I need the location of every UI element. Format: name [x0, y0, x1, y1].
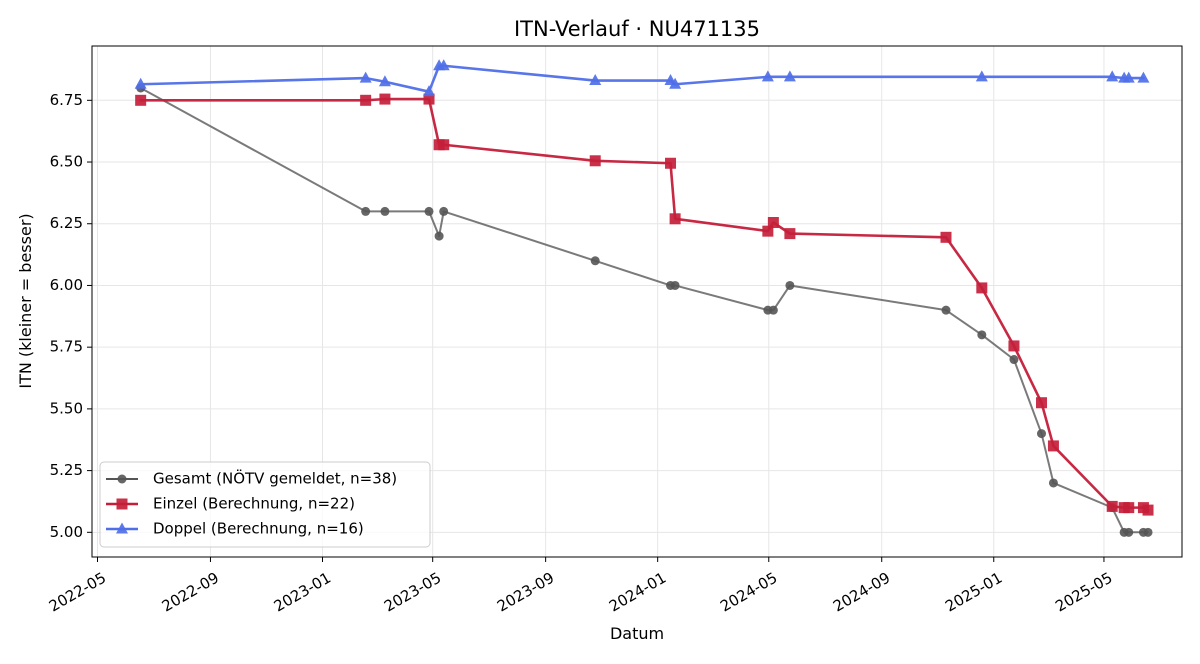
data-point	[439, 206, 449, 216]
data-point	[665, 157, 677, 169]
x-tick-label: 2024-09	[830, 569, 893, 616]
data-point	[379, 93, 391, 105]
x-tick-label: 2025-05	[1052, 569, 1115, 616]
legend-items: Gesamt (NÖTV gemeldet, n=38) Einzel (Bere…	[106, 469, 397, 538]
x-tick-label: 2023-05	[381, 569, 444, 616]
legend-swatch-marker	[117, 474, 127, 484]
series-layer	[134, 59, 1154, 537]
data-point	[768, 305, 778, 315]
data-point	[1048, 478, 1058, 488]
x-tick-label: 2022-09	[159, 569, 222, 616]
data-point	[941, 305, 951, 315]
data-point	[1037, 429, 1047, 439]
x-tick-label: 2025-01	[942, 569, 1005, 616]
data-point	[135, 94, 147, 106]
x-axis: 2022-05 2022-09 2023-01 2023-05 2023-09 2024-…	[46, 557, 1116, 616]
series-line	[139, 64, 1145, 93]
data-point	[359, 71, 372, 83]
data-point	[670, 280, 680, 290]
data-point	[1137, 71, 1150, 83]
data-point	[590, 256, 600, 266]
data-point	[589, 74, 602, 86]
y-tick-label: 5.00	[50, 523, 83, 541]
chart-title: ITN-Verlauf · NU471135	[514, 17, 760, 41]
legend-item: Gesamt (NÖTV gemeldet, n=38)	[106, 469, 397, 488]
y-axis: 5.00 5.25 5.50 5.75 6.00 6.25 6.50 6.75	[50, 91, 92, 541]
data-point	[762, 225, 774, 237]
data-point	[975, 70, 988, 82]
data-point	[767, 217, 779, 229]
legend-box	[99, 461, 431, 548]
data-point	[940, 231, 952, 243]
y-tick-label: 5.75	[50, 338, 83, 356]
data-point	[1008, 340, 1020, 352]
series-line	[139, 97, 1150, 512]
data-point	[1106, 500, 1118, 512]
legend-label: Doppel (Berechnung, n=16)	[153, 520, 364, 538]
data-point	[134, 77, 147, 89]
data-point	[1123, 502, 1135, 514]
plot-frame	[91, 45, 1183, 558]
data-point	[1124, 527, 1134, 537]
data-point	[1142, 504, 1154, 516]
data-point	[361, 206, 371, 216]
y-tick-label: 6.75	[50, 91, 83, 109]
y-tick-label: 5.25	[50, 461, 83, 479]
data-point	[380, 206, 390, 216]
data-point	[1036, 397, 1048, 409]
series-3	[134, 59, 1150, 97]
data-point	[423, 85, 436, 97]
data-point	[437, 59, 450, 71]
data-point	[761, 70, 774, 82]
legend-swatch-marker	[116, 498, 128, 510]
legend-label: Gesamt (NÖTV gemeldet, n=38)	[153, 469, 397, 488]
data-point	[1143, 527, 1153, 537]
series-2	[135, 93, 1154, 516]
data-point	[669, 213, 681, 225]
series-1	[136, 83, 1153, 537]
data-point	[589, 155, 601, 167]
y-tick-label: 5.50	[50, 399, 83, 417]
data-point	[783, 70, 796, 82]
x-tick-label: 2023-09	[494, 569, 557, 616]
x-tick-label: 2023-01	[271, 569, 334, 616]
data-point	[423, 93, 435, 105]
y-axis-title: ITN (kleiner = besser)	[16, 213, 35, 388]
data-point	[1047, 440, 1059, 452]
y-tick-label: 6.00	[50, 276, 83, 294]
data-point	[1009, 355, 1019, 365]
series-line	[139, 86, 1150, 534]
y-tick-label: 6.50	[50, 153, 83, 171]
data-point	[785, 280, 795, 290]
data-point	[438, 139, 450, 151]
legend-item: Doppel (Berechnung, n=16)	[106, 520, 364, 538]
legend-label: Einzel (Berechnung, n=22)	[153, 495, 355, 513]
x-tick-label: 2022-05	[46, 569, 109, 616]
data-point	[1122, 71, 1135, 83]
data-point	[1106, 70, 1119, 82]
data-point	[976, 282, 988, 294]
data-point	[784, 228, 796, 240]
legend: Gesamt (NÖTV gemeldet, n=38) Einzel (Bere…	[99, 461, 431, 548]
x-tick-label: 2024-05	[717, 569, 780, 616]
data-point	[424, 206, 434, 216]
data-point	[977, 330, 987, 340]
x-axis-title: Datum	[610, 624, 664, 643]
legend-swatch-marker	[116, 522, 128, 534]
data-point	[669, 77, 682, 89]
y-tick-label: 6.25	[50, 214, 83, 232]
legend-item: Einzel (Berechnung, n=22)	[106, 495, 355, 513]
data-point	[378, 75, 391, 87]
data-point	[360, 94, 372, 106]
data-point	[434, 231, 444, 241]
x-tick-label: 2024-01	[606, 569, 669, 616]
